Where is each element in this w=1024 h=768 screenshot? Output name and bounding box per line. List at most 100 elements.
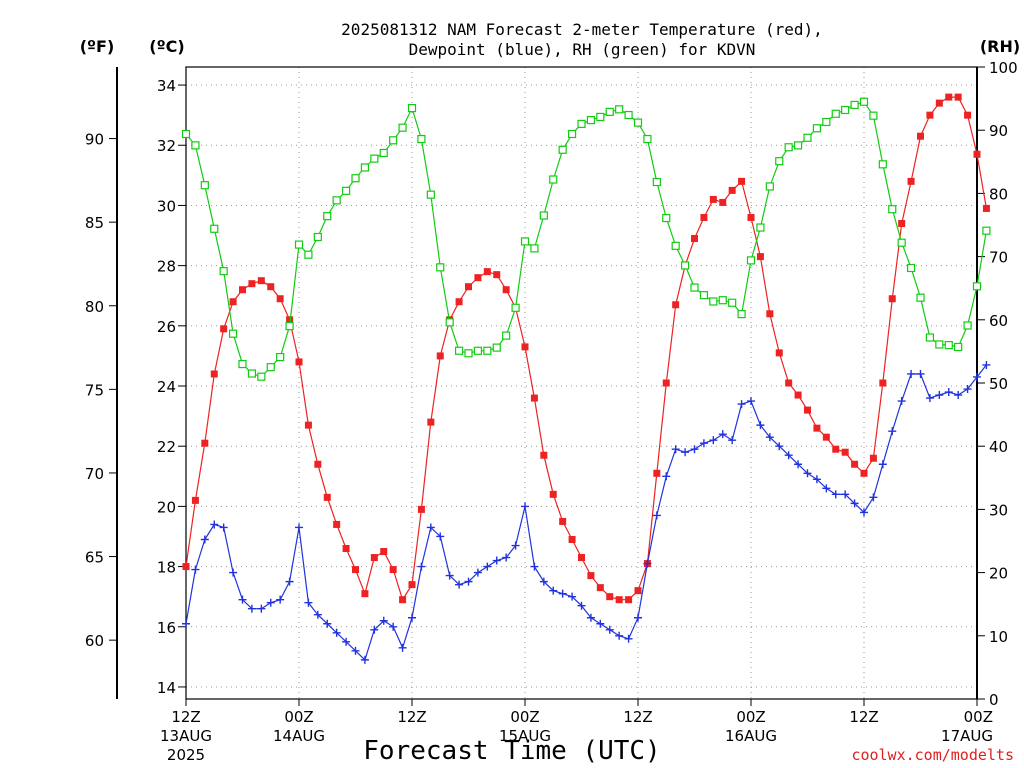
temperature-point [493,271,501,279]
fahrenheit-tick-label: 65 [85,549,104,567]
temperature-point [587,572,595,580]
dewpoint-point [229,568,238,577]
dewpoint-point [973,372,981,381]
chart-title-line1: 2025081312 NAM Forecast 2-meter Temperat… [341,20,823,39]
temperature-point [709,195,717,203]
rh-point [605,107,614,116]
temperature-point [653,469,661,477]
dewpoint-point [295,523,303,532]
dewpoint-point [417,562,426,571]
rh-point [276,352,285,362]
rh-point [436,263,445,272]
temperature-point [860,469,868,477]
dewpoint-point [436,532,445,541]
rh-point [897,238,906,247]
temperature-point [700,213,708,221]
temperature-point [634,587,642,595]
temperature-point [304,421,312,429]
rh-point [228,329,238,338]
rh-point [652,177,661,187]
dewpoint-point [285,577,294,586]
dewpoint-point [389,622,398,631]
dewpoint-point [925,394,934,403]
temperature-point [747,213,755,221]
dewpoint-point [247,604,256,613]
rh-point [407,103,417,113]
rh-tick-label: 50 [989,375,1008,393]
temperature-point [879,379,887,387]
x-tick-date-label: 15AUG [499,727,551,745]
dewpoint-point [586,613,595,622]
temperature-point [728,186,736,194]
rh-point [859,97,869,106]
temperature-point [775,349,783,357]
rh-point [822,117,831,127]
x-tick-date-label: 17AUG [941,727,993,745]
dewpoint-point [577,601,586,610]
temperature-point [455,298,463,306]
temperature-point [822,433,830,441]
temperature-point [964,111,972,119]
rh-point [643,134,652,144]
dewpoint-point [963,385,972,394]
temperature-point [719,198,727,206]
x-tick-label: 00Z [510,708,539,726]
celsius-unit-label: (ºC) [149,37,184,56]
temperature-point [756,253,764,261]
dewpoint-point [728,436,737,445]
dewpoint-point [426,523,435,532]
temperature-point [333,520,341,528]
dewpoint-point [313,610,322,619]
temperature-point [182,563,190,571]
temperature-point [257,277,265,285]
dewpoint-point [332,628,341,637]
rh-point [454,346,464,355]
temperature-point [427,418,435,426]
rh-point [812,124,822,133]
temperature-point [813,424,821,432]
dewpoint-point [652,511,661,520]
dewpoint-point [803,469,812,478]
rh-point [191,141,200,150]
temperature-point [907,177,915,185]
temperature-point [945,93,953,101]
temperature-point [276,295,284,303]
temperature-point [210,370,218,378]
temperature-line [185,96,987,602]
celsius-tick-label: 32 [157,137,176,155]
dewpoint-point [615,631,624,640]
dewpoint-point [643,559,652,568]
rh-point [219,267,228,276]
temperature-point [530,394,538,402]
temperature-point [191,496,199,504]
celsius-tick-label: 18 [157,559,176,577]
temperature-point [898,219,906,227]
rh-tick-label: 70 [989,249,1008,267]
dewpoint-point [982,360,991,369]
celsius-tick-label: 30 [157,197,176,215]
dewpoint-point [360,655,369,664]
temperature-point [399,596,407,604]
rh-point [756,223,765,232]
rh-point [210,224,219,233]
rh-point [831,109,840,118]
temperature-point [973,150,981,158]
dewpoint-point [737,400,746,409]
temperature-point [804,406,811,414]
x-tick-label: 12Z [397,708,426,726]
temperature-point [738,177,746,185]
dewpoint-point [605,625,614,634]
temperature-point [596,584,604,592]
temperature-point [521,343,529,351]
dewpoint-point [191,565,200,574]
temperature-point [342,545,350,553]
rh-point [389,136,398,145]
rh-point [323,212,332,221]
dewpoint-point [502,553,511,562]
fahrenheit-tick-label: 85 [85,214,104,232]
labels-layer: 14 16 18 20 22 24 26 28 30 32 34 60 65 70 75 80 85 90 0 10 2… [80,20,1020,766]
rh-point [539,211,548,220]
rh-point [567,129,577,139]
temperature-point [606,593,614,601]
